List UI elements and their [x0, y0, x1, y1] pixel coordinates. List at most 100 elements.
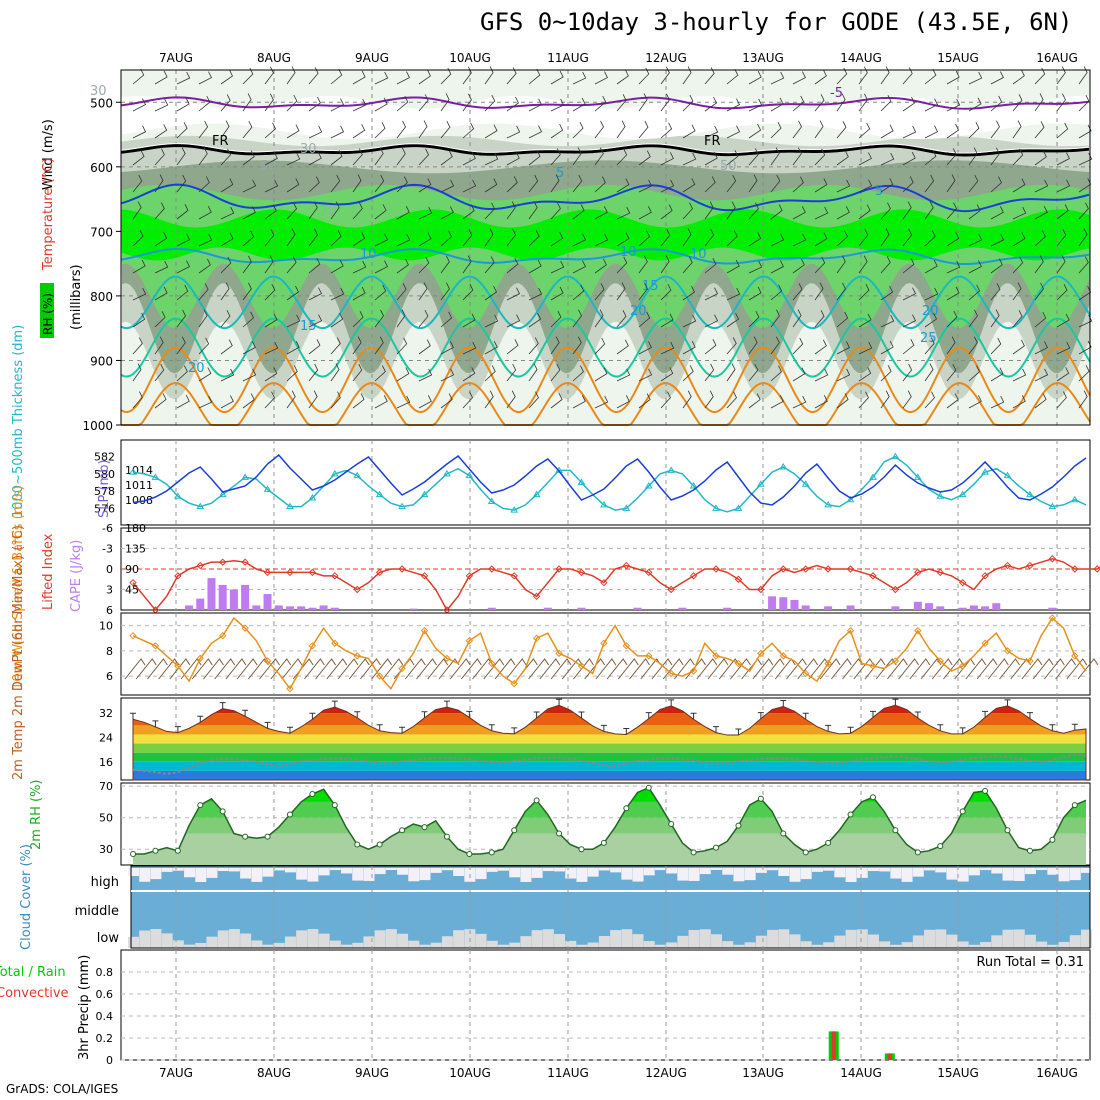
rh2m-line-marker [713, 844, 720, 851]
wind-barb [440, 179, 455, 193]
cloud-low-gap [419, 944, 431, 948]
wind-barb-10m [203, 658, 224, 680]
wind-barb [1012, 395, 1026, 409]
wind-barb-10m [326, 658, 348, 680]
wind-barb [418, 178, 432, 193]
cloud-low-gap [711, 934, 723, 948]
wind-barb [792, 367, 806, 382]
cloud-low-gap [980, 942, 992, 948]
contour-label: 20 [922, 304, 939, 319]
x-date-top: 11AUG [547, 51, 589, 65]
cloud-high-gap [912, 868, 924, 877]
wind-barb [374, 147, 384, 166]
cloud-high-gap [430, 868, 442, 873]
cloud-high-gap [228, 868, 240, 872]
cloud-low-gap [475, 933, 487, 948]
cloud-low-gap [1002, 929, 1014, 948]
li-line-marker [174, 572, 182, 580]
wind-barb [638, 393, 651, 409]
wind-barb [242, 282, 252, 301]
cloud-high-gap [968, 868, 980, 876]
wind-barb [550, 148, 561, 166]
wind-barb [836, 230, 848, 247]
li-line-marker [846, 565, 855, 573]
wind-barb [132, 201, 142, 220]
cloud-high-gap [497, 868, 509, 871]
wind-barb [462, 367, 476, 382]
wind-barb [792, 258, 805, 274]
wind10m-line-marker [689, 667, 698, 675]
cape-bar [824, 606, 833, 610]
wind-barb-10m [1032, 658, 1054, 680]
wind-barb [594, 395, 609, 409]
wind-barb [550, 70, 564, 85]
wind-barb [594, 120, 604, 139]
minmax-whisker [511, 727, 518, 734]
wind-barb [286, 66, 296, 85]
thickness-line-marker [644, 481, 653, 489]
rh2m-line-marker [847, 811, 854, 818]
cloud-high-gap [184, 868, 196, 878]
wind-barb [770, 204, 783, 220]
y-tick-label: 600 [90, 161, 113, 175]
credit-label: GrADS: COLA/IGES [6, 1082, 119, 1096]
wind-barb [924, 150, 937, 166]
cape-bar [487, 607, 496, 610]
minmax-whisker [1071, 723, 1078, 731]
wind-barb [836, 341, 850, 355]
wind-barb [374, 97, 388, 112]
wind-barb [484, 152, 499, 166]
rh2m-line-marker [130, 850, 136, 857]
wind-barb [792, 120, 802, 139]
wind-barb [638, 341, 652, 355]
li-label: Lifted Index [41, 533, 56, 610]
cape-bar [218, 584, 227, 610]
x-date-bottom: 15AUG [937, 1066, 979, 1080]
cloud-low-gap [587, 942, 599, 948]
wind-barb [1078, 285, 1092, 301]
cloud-high-gap [778, 868, 790, 877]
wind-barb [946, 286, 960, 301]
wind-barb [924, 201, 934, 220]
wind-barb [242, 93, 252, 112]
wind-barb [638, 93, 648, 112]
wind-barb [814, 232, 828, 247]
wind-barb [792, 233, 807, 247]
wind-barb [638, 311, 651, 328]
cloud-high-gap [1036, 868, 1048, 871]
cloud-low-gap [206, 936, 218, 948]
wind-barb [1012, 178, 1026, 193]
wind-barb [132, 68, 145, 85]
cloud-high-gap [352, 868, 364, 881]
wind-barb [484, 178, 498, 193]
wind-barb [352, 393, 365, 409]
minmax-whisker [802, 712, 809, 720]
rh2m-line-marker [1049, 836, 1056, 843]
wind-barb-10m [259, 658, 280, 680]
wind-barb [440, 393, 453, 409]
wind-barb [286, 285, 299, 301]
wind-tick: 8 [106, 645, 113, 658]
wind-barb [682, 124, 696, 139]
minmax-whisker [533, 711, 540, 719]
cloud-high-gap [475, 868, 487, 880]
wind-barb [858, 313, 872, 328]
wind-barb [858, 93, 868, 112]
wind10m-line-marker [555, 649, 563, 658]
x-date-bottom: 16AUG [1036, 1066, 1078, 1080]
wind10m-line-marker [532, 634, 541, 642]
wind-barb [748, 148, 759, 166]
wind10m-line-marker [891, 657, 900, 665]
cloud-low-gap [554, 934, 566, 948]
wind-barb [660, 93, 670, 112]
temp-panel: 16 24 32 [99, 697, 1091, 781]
li-line-marker [353, 585, 361, 594]
wind-barb [1012, 206, 1027, 220]
wind-barb [506, 287, 521, 301]
wind-barb-10m [337, 658, 359, 680]
temp-label: 2m Temp 2m DewPt (6hr Min/Max) (°C) [11, 525, 26, 780]
cape-bar [790, 599, 799, 610]
wind-barb [506, 152, 520, 166]
wind-barb [484, 285, 498, 301]
cloud-low-gap [621, 929, 633, 948]
